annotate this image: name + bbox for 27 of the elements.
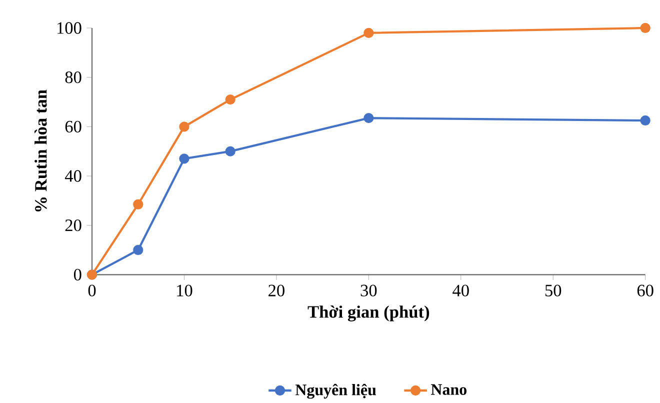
y-tick-label: 60 (65, 120, 82, 133)
x-tick-label: 10 (177, 284, 192, 297)
y-tick-label: 0 (74, 268, 82, 281)
y-tick-label: 80 (65, 72, 82, 84)
point (133, 245, 144, 256)
point (179, 122, 190, 132)
point (225, 146, 236, 157)
point (640, 116, 650, 126)
x-axis-title: Thời gian (phút) (308, 306, 430, 322)
legend-label: Nano (430, 384, 467, 396)
point (179, 154, 190, 164)
x-tick-label: 0 (88, 284, 96, 297)
x-tick-label: 50 (545, 284, 562, 297)
point (364, 113, 374, 124)
y-tick-label: 40 (64, 170, 82, 182)
y-axis-title: % Rutin hòa tan (34, 90, 47, 212)
x-tick-label: 60 (637, 284, 654, 297)
point (364, 28, 374, 38)
x-tick-label: 30 (360, 284, 377, 297)
point (133, 199, 144, 210)
y-tick-label: 20 (65, 220, 82, 232)
point (225, 94, 236, 105)
legend-label: Nguyên liệu (295, 384, 376, 399)
x-tick-label: 40 (452, 284, 469, 297)
x-tick-label: 20 (268, 284, 284, 297)
point (640, 23, 650, 34)
y-tick-label: 100 (57, 22, 82, 34)
